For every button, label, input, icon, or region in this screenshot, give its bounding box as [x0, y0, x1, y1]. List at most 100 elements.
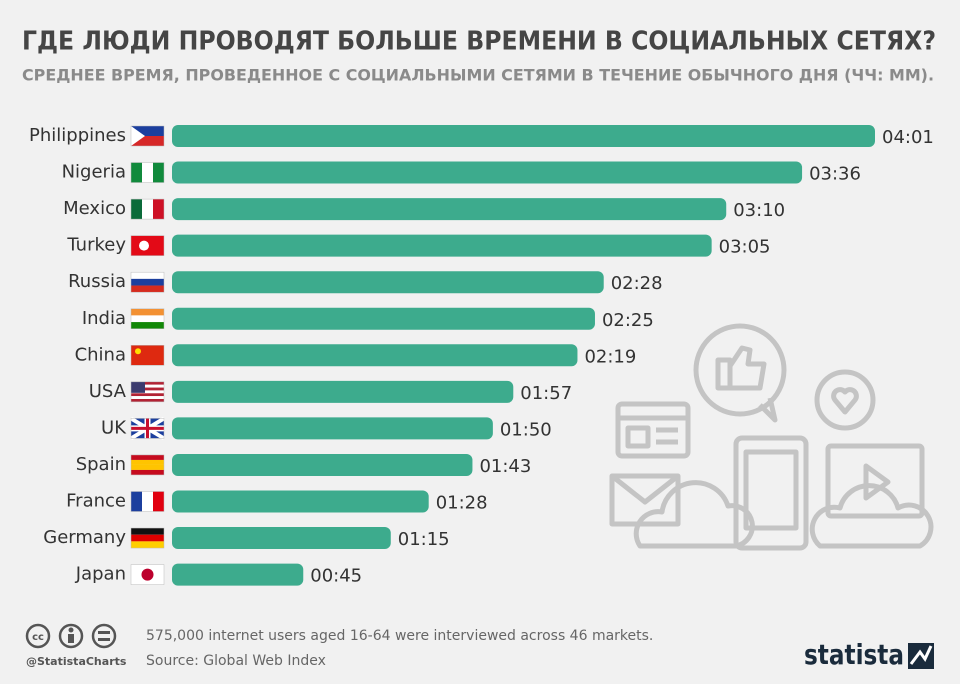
flag-part: [135, 348, 141, 355]
value-label: 03:10: [733, 200, 785, 221]
flag-stripe: [131, 272, 164, 279]
bar: [172, 271, 604, 294]
flag-stripe: [131, 528, 164, 535]
value-label: 00:45: [310, 566, 362, 587]
source: Source: Global Web Index: [146, 653, 326, 669]
flag-stripe: [131, 469, 164, 475]
flag-part: [139, 240, 149, 251]
category-label: Mexico: [63, 198, 126, 219]
flag-border: [130, 308, 165, 329]
flag-border: [130, 271, 165, 293]
flag-stripe: [142, 162, 153, 183]
flag-part: [131, 381, 145, 393]
flag-stripe: [153, 162, 164, 183]
category-label: Turkey: [66, 235, 126, 256]
brand-logo-mark: [909, 645, 933, 665]
bar: [172, 453, 473, 476]
flag: [130, 454, 165, 476]
flag-stripe: [131, 454, 164, 460]
flag-stripe: [131, 278, 164, 286]
category-label: Nigeria: [62, 162, 126, 183]
flag: [130, 491, 165, 512]
flag-stripe: [131, 199, 142, 220]
handle: @StatistaCharts: [26, 655, 127, 668]
bar: [172, 490, 429, 513]
flag-border: [130, 564, 165, 585]
value-label: 03:05: [719, 237, 771, 258]
flag-stripe: [131, 308, 164, 316]
flag-stripe: [153, 491, 164, 512]
flag: [130, 381, 165, 403]
flag-border: [130, 381, 165, 403]
value-label: 02:28: [611, 273, 663, 294]
flag: [130, 308, 165, 329]
flag-stripe: [131, 491, 142, 512]
decoration: [609, 323, 934, 551]
flag: [130, 271, 165, 293]
flag-part: [141, 568, 154, 581]
flag-stripe: [131, 162, 142, 183]
flag-stripe: [142, 199, 153, 220]
bar: [172, 417, 493, 440]
flag-stripe: [131, 126, 164, 136]
flag-border: [130, 235, 165, 256]
flag: [130, 527, 165, 549]
flag-border: [130, 125, 165, 147]
flag-border: [130, 454, 165, 476]
flag-border: [130, 418, 165, 439]
flag-border: [130, 527, 165, 549]
flag-border: [130, 491, 165, 512]
category-label: Spain: [76, 454, 126, 475]
flag-part: [131, 126, 145, 146]
flag: [130, 125, 165, 147]
flag-stripe: [131, 396, 164, 399]
bar: [172, 198, 727, 221]
flag-stripe: [131, 285, 164, 293]
bar: [172, 161, 803, 184]
flag-stripe: [131, 381, 164, 385]
value-label: 01:15: [398, 529, 450, 550]
flag-stripe: [131, 464, 164, 470]
chart-title: ГДЕ ЛЮДИ ПРОВОДЯТ БОЛЬШЕ ВРЕМЕНИ В СОЦИА…: [22, 27, 936, 57]
bar: [172, 380, 514, 403]
flag: [130, 235, 165, 256]
flag-part: [131, 418, 164, 439]
bar: [172, 527, 391, 550]
category-label: China: [75, 344, 126, 365]
flag: [130, 162, 165, 183]
flag-stripe: [131, 345, 164, 366]
note: 575,000 internet users aged 16-64 were i…: [146, 628, 653, 644]
flag-stripe: [131, 384, 164, 388]
flag-stripe: [131, 322, 164, 329]
flag-stripe: [131, 534, 164, 542]
category-label: India: [82, 308, 126, 329]
flag: [129, 416, 166, 441]
value-label: 02:25: [602, 310, 654, 331]
cc-icons: cc: [25, 623, 117, 649]
value-label: 01:28: [436, 493, 488, 514]
flag-stripe: [153, 199, 164, 220]
flag-border: [130, 345, 165, 366]
value-label: 01:43: [479, 456, 531, 477]
flag-stripe: [131, 390, 164, 394]
bar: [172, 234, 712, 257]
flag-stripe: [131, 315, 164, 323]
flag-stripe: [131, 398, 164, 402]
value-label: 01:50: [500, 419, 552, 440]
flag: [130, 198, 165, 220]
flag-stripe: [131, 136, 164, 146]
flag-border: [130, 198, 165, 220]
flag-stripe: [142, 491, 153, 512]
flag: [130, 564, 165, 585]
category-label: USA: [89, 381, 127, 402]
chart-subtitle: СРЕДНЕЕ ВРЕМЯ, ПРОВЕДЕННОЕ С СОЦИАЛЬНЫМИ…: [22, 66, 934, 85]
value-label: 03:36: [809, 164, 861, 185]
bar: [172, 125, 875, 147]
category-label: Germany: [43, 527, 126, 548]
category-label: Philippines: [29, 125, 126, 146]
flag-border: [130, 162, 165, 183]
flag-stripe: [131, 393, 164, 397]
value-label: 02:19: [584, 346, 636, 367]
category-label: France: [66, 491, 126, 512]
